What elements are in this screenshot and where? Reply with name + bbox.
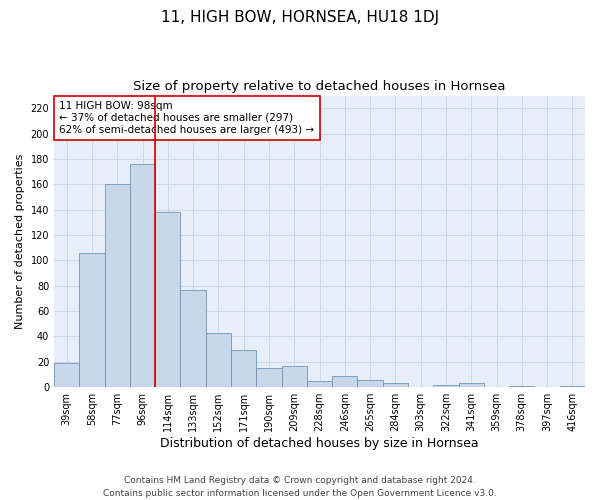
Bar (130, 164, 155, 387)
Bar (54, 363, 79, 387)
Bar (181, 290, 206, 387)
Bar (256, 368, 281, 387)
Bar (79, 253, 104, 387)
Bar (206, 332, 231, 387)
Bar (307, 381, 332, 387)
Bar (433, 384, 458, 387)
Bar (155, 212, 181, 387)
Bar (383, 384, 408, 387)
Y-axis label: Number of detached properties: Number of detached properties (15, 154, 25, 329)
Bar (560, 386, 585, 387)
Bar (104, 184, 130, 387)
Bar (332, 376, 358, 387)
Text: 11 HIGH BOW: 98sqm
← 37% of detached houses are smaller (297)
62% of semi-detach: 11 HIGH BOW: 98sqm ← 37% of detached hou… (59, 102, 314, 134)
Bar (358, 380, 383, 387)
Text: Contains HM Land Registry data © Crown copyright and database right 2024.
Contai: Contains HM Land Registry data © Crown c… (103, 476, 497, 498)
Bar (281, 366, 307, 387)
Bar (509, 386, 535, 387)
X-axis label: Distribution of detached houses by size in Hornsea: Distribution of detached houses by size … (160, 437, 479, 450)
Bar (231, 350, 256, 387)
Title: Size of property relative to detached houses in Hornsea: Size of property relative to detached ho… (133, 80, 506, 93)
Bar (458, 384, 484, 387)
Text: 11, HIGH BOW, HORNSEA, HU18 1DJ: 11, HIGH BOW, HORNSEA, HU18 1DJ (161, 10, 439, 25)
